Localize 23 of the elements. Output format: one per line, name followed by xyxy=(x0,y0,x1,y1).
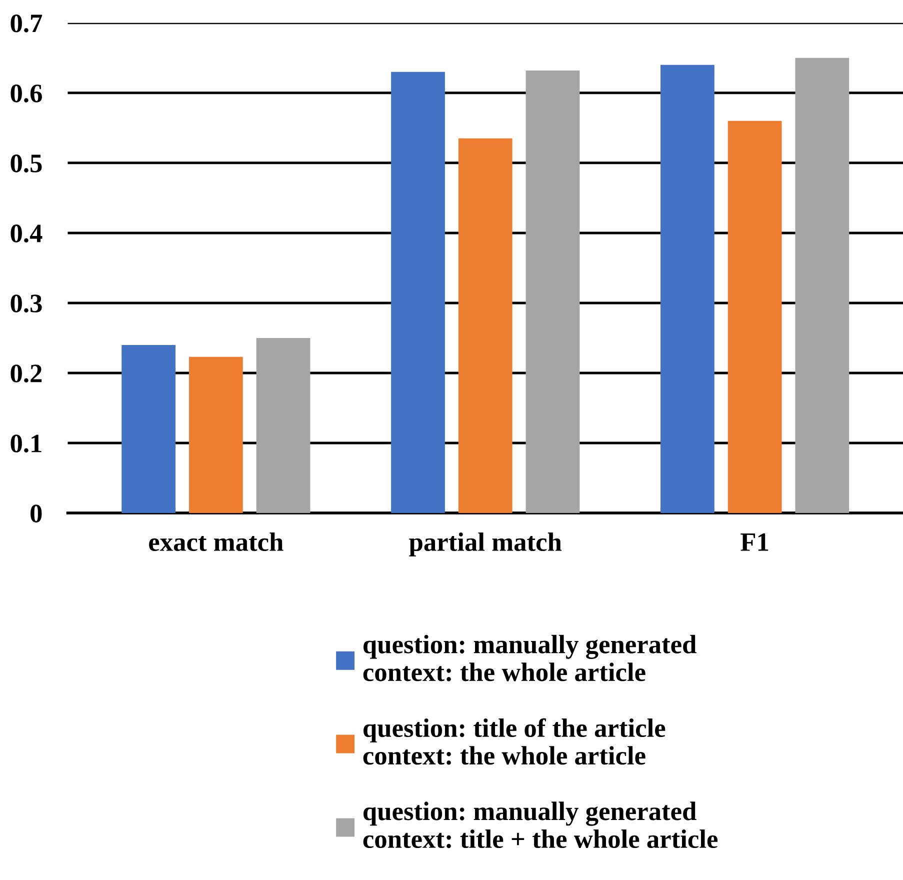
bar xyxy=(188,356,243,514)
bar xyxy=(256,338,310,514)
x-tick-label: partial match xyxy=(409,532,562,556)
legend-label: question: title of the article context: the whole article xyxy=(363,718,666,765)
bar xyxy=(526,70,580,514)
x-tick-label: F1 xyxy=(740,533,768,551)
legend-label: question: manually generated context: the whole article xyxy=(363,634,696,682)
y-tick-label: 0.5 xyxy=(10,154,42,172)
bar xyxy=(728,120,782,514)
x-tick-label: exact match xyxy=(149,532,284,552)
y-tick-label: 0.7 xyxy=(10,14,42,32)
y-tick-label: 0 xyxy=(30,504,42,522)
y-tick-label: 0.1 xyxy=(10,434,42,453)
y-tick-label: 0.4 xyxy=(10,224,42,242)
y-tick-label: 0.2 xyxy=(10,364,42,383)
bar xyxy=(458,138,512,514)
bar xyxy=(391,72,445,514)
y-tick-label: 0.3 xyxy=(10,294,42,312)
y-tick-label: 0.6 xyxy=(10,84,42,102)
legend-label: question: manually generated context: title + the whole article xyxy=(363,802,718,848)
bar xyxy=(660,64,714,514)
bar xyxy=(122,344,176,514)
bar xyxy=(795,58,850,514)
